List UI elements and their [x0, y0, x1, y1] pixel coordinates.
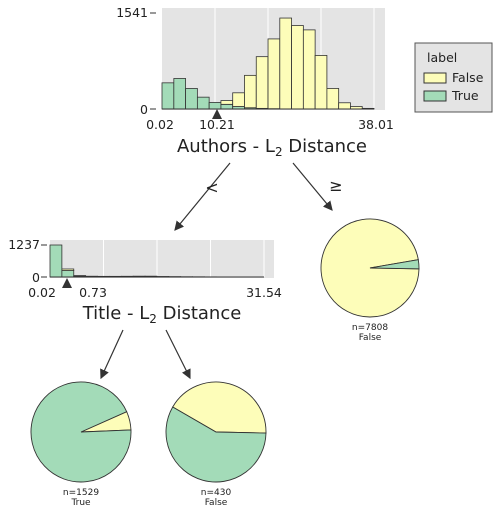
root-bar-false	[338, 102, 351, 110]
leaf-left-right: n=430 False	[165, 381, 267, 506]
left-ytick-max: 1237	[8, 237, 40, 252]
root-bar-true	[196, 96, 210, 110]
left-bar-true	[49, 244, 63, 278]
leaf-left-right-slice-true	[165, 406, 267, 483]
root-bar-false	[302, 29, 316, 110]
leaf-left-left: n=1529 True	[30, 381, 132, 506]
legend-label-true: True	[451, 88, 479, 103]
left-edges	[100, 329, 191, 380]
root-bar-false	[314, 55, 328, 110]
left-xtick-max: 31.54	[246, 285, 282, 300]
root-ytick-zero: 0	[140, 102, 148, 117]
left-bar-false	[73, 275, 87, 277]
leaf-right-pie	[320, 218, 420, 318]
root-xtick-max: 38.01	[358, 117, 394, 132]
root-split-marker	[212, 109, 222, 119]
root-bar-true	[161, 82, 175, 110]
edge-label-greater-equal: ≥	[329, 176, 342, 195]
root-bar-true	[208, 102, 222, 110]
legend: label False True	[414, 42, 493, 113]
leaf-right-n: n=7808	[352, 323, 388, 333]
left-split-marker	[62, 278, 72, 288]
root-bar-true	[185, 88, 198, 110]
root-bar-false	[279, 17, 292, 110]
left-ytick-zero: 0	[32, 270, 40, 285]
leaf-right-slice-true	[369, 259, 420, 270]
legend-swatch-false	[423, 72, 447, 84]
root-edges: < ≥	[174, 162, 343, 231]
left-feature-title: Title - L2 Distance	[82, 303, 242, 326]
left-bar-false	[61, 268, 75, 271]
left-node: 1237 0 0.02 0.73 31.54 Title - L2 Distan…	[8, 237, 282, 326]
edge-label-less: <	[205, 178, 218, 197]
root-bar-false	[291, 25, 304, 110]
edge-left-left	[100, 329, 124, 380]
legend-title: label	[427, 50, 457, 65]
leaf-left-left-n: n=1529	[63, 488, 99, 498]
leaf-left-right-n: n=430	[201, 488, 232, 498]
leaf-left-left-slice-true	[30, 381, 132, 483]
left-histogram-panel	[50, 240, 274, 278]
root-bar-false	[255, 56, 269, 109]
root-bar-false	[326, 88, 340, 110]
root-xtick-split: 10.21	[199, 117, 235, 132]
root-bar-false	[244, 74, 257, 109]
left-histogram-bars	[49, 244, 264, 278]
leaf-left-right-class: False	[205, 498, 228, 506]
root-ytick-max: 1541	[116, 5, 148, 20]
left-histogram-grid	[103, 240, 265, 277]
leaf-left-right-pie	[165, 381, 267, 483]
root-xtick-min: 0.02	[146, 117, 174, 132]
left-xtick-min: 0.02	[28, 285, 56, 300]
root-bar-false	[267, 38, 281, 110]
left-xtick-split: 0.73	[79, 285, 107, 300]
root-bar-false	[220, 100, 234, 105]
root-histogram-bars	[161, 17, 375, 110]
leaf-left-left-class: True	[70, 498, 91, 506]
edge-left-right	[165, 329, 191, 380]
leaf-right: n=7808 False	[320, 218, 420, 343]
leaf-left-left-pie	[30, 381, 132, 483]
root-node: 1541 0 0.02 10.21 38.01 Authors - L2 Dis…	[116, 5, 394, 159]
leaf-right-class: False	[359, 333, 382, 343]
root-feature-title: Authors - L2 Distance	[177, 136, 367, 159]
root-bar-true	[173, 78, 187, 110]
edge-root-left	[174, 162, 231, 231]
root-bar-false	[232, 92, 245, 107]
edge-root-right	[292, 162, 333, 211]
left-bar-true	[61, 270, 75, 278]
legend-label-false: False	[452, 70, 484, 85]
legend-swatch-true	[423, 90, 447, 102]
root-bar-true	[220, 103, 234, 110]
